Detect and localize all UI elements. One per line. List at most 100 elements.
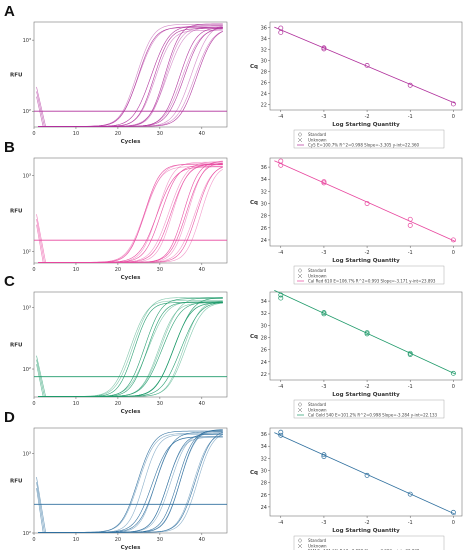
x-tick-label: 40 [199,537,205,543]
y-tick-label: 10² [23,109,31,115]
standard-point [450,370,456,376]
plot-frame [33,427,228,534]
panel-label-c: C [4,273,15,290]
baseline-noise [36,359,45,397]
x-tick-label: 20 [115,401,121,407]
standard-point [321,311,327,317]
legend-standard: Standard [308,538,327,543]
y-tick-label: 10² [23,249,31,255]
x-tick-label: 0 [452,114,455,120]
baseline-noise [36,488,44,533]
legend-equation: Cal Red 610 E=106.7% R^2=0.993 Slope=-3.… [308,279,436,284]
x-tick-label: -2 [365,520,370,526]
standard-point [450,509,456,515]
y-tick-label: 26 [261,348,267,354]
legend-standard: Standard [308,132,327,137]
x-axis-label: Cycles [121,545,141,550]
y-axis-label: RFU [10,73,22,79]
amplification-curve [38,25,223,127]
amplification-curve [38,434,223,533]
x-tick-label: 30 [157,267,163,273]
standard-point [407,352,413,357]
standard-point [364,331,370,337]
standard-marker-icon [297,132,303,137]
x-tick-label: 0 [452,520,455,526]
x-tick-label: 20 [115,267,121,273]
x-axis-label: Log Starting Quantity [332,258,400,264]
standard-point [278,162,284,168]
x-axis-label: Log Starting Quantity [332,528,400,534]
baseline-noise [36,224,44,263]
y-axis-label: RFU [10,479,22,485]
y-tick-label: 10³ [23,306,31,312]
x-tick-label: 0 [452,384,455,390]
x-tick-label: 10 [73,537,79,543]
x-axis-label: Cycles [121,139,141,145]
y-tick-label: 34 [261,299,267,305]
x-tick-label: -3 [321,384,326,390]
unknown-marker-icon [297,543,303,549]
legend-unknown: Unknown [308,408,327,413]
x-tick-label: 0 [32,267,35,273]
standard-point [278,295,284,301]
y-tick-label: 10² [23,531,31,537]
y-axis-label: Cq [250,64,258,70]
x-axis-label: Cycles [121,409,141,415]
y-tick-label: 28 [261,214,267,220]
standard-point [278,429,284,435]
legend-standard: Standard [308,402,327,407]
unknown-marker-icon [297,407,303,413]
unknown-marker-icon [297,137,303,143]
baseline-noise [36,91,45,127]
y-tick-label: 30 [261,202,267,208]
legend-unknown: Unknown [308,544,327,549]
y-tick-label: 32 [261,48,267,54]
legend-box [293,129,445,149]
y-tick-label: 10² [23,367,31,373]
y-tick-label: 30 [261,468,267,474]
x-tick-label: -3 [321,520,326,526]
baseline-noise [36,96,44,127]
y-tick-label: 24 [261,92,267,98]
legend-box [293,535,445,550]
plot-frame [33,157,228,264]
x-tick-label: 0 [452,250,455,256]
y-tick-label: 24 [261,505,267,511]
x-tick-label: 0 [32,131,35,137]
y-tick-label: 30 [261,323,267,329]
panel-label-a: A [4,3,15,20]
x-tick-label: 10 [73,401,79,407]
standard-point [364,62,370,68]
legend-standard: Standard [308,268,327,273]
amplification-plot-b: 0 10 20 30 40 10² 10³ Cycles RFU [10,157,228,281]
amplification-curves [34,23,227,127]
y-tick-label: 24 [261,360,267,366]
x-tick-label: -1 [408,114,413,120]
standard-curve-a: -4 -3 -2 -1 0 22 24 26 28 30 32 34 36 Log Starting Qu… [250,21,463,149]
x-tick-label: -3 [321,250,326,256]
x-tick-label: 30 [157,537,163,543]
y-tick-label: 28 [261,70,267,76]
standard-point [364,472,370,478]
y-axis-label: Cq [250,200,258,206]
standard-point [407,82,413,88]
y-tick-label: 24 [261,238,267,244]
x-tick-label: 40 [199,131,205,137]
standard-point [321,452,327,458]
amplification-curve [38,302,223,397]
y-tick-label: 22 [261,103,267,109]
x-tick-label: -4 [278,250,283,256]
plot-frame [33,291,228,398]
standard-curve-d: -4 -3 -2 -1 0 24 26 28 30 32 34 36 Log Starting Quan… [250,427,463,550]
x-tick-label: -4 [278,114,283,120]
baseline-noise [36,482,45,533]
baseline-noise [36,214,47,263]
panel-label-d: D [4,409,15,426]
x-tick-label: 10 [73,267,79,273]
amplification-curves [34,429,227,533]
plot-frame [33,21,228,128]
y-tick-label: 26 [261,226,267,232]
